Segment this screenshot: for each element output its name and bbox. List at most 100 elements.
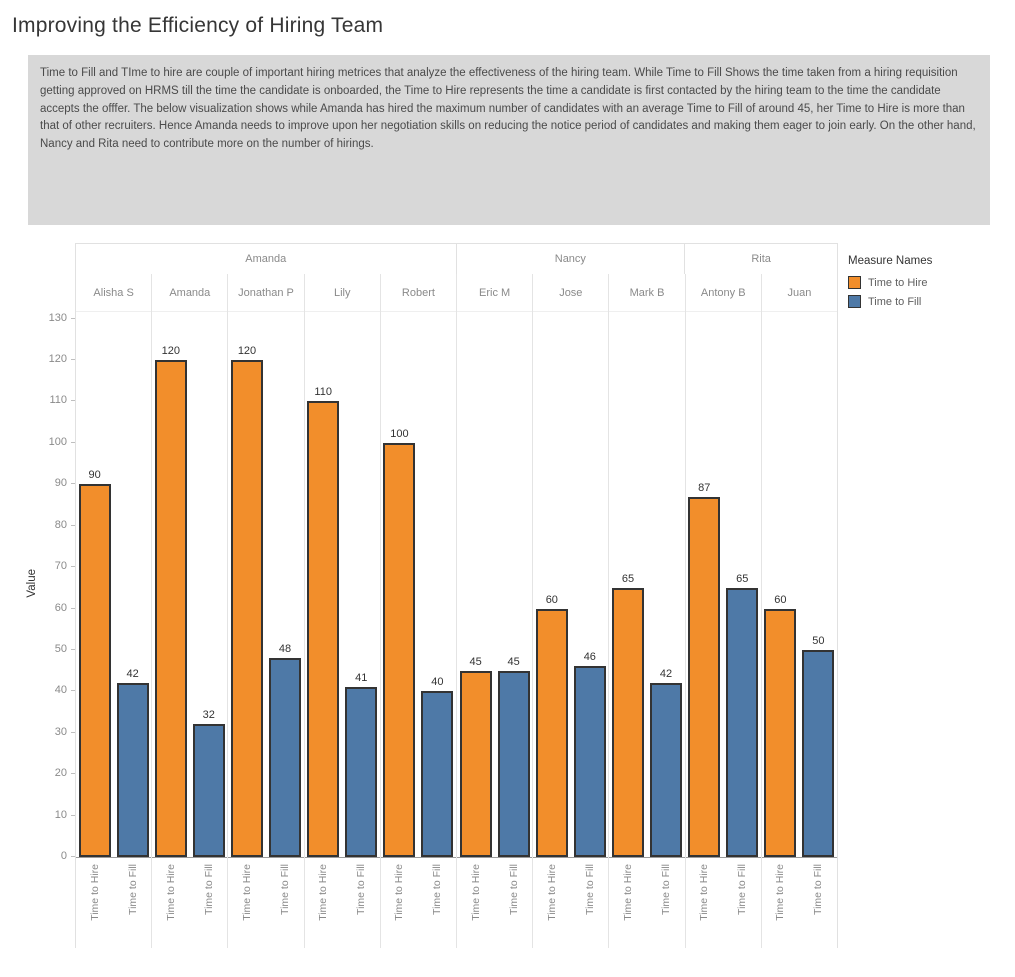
legend: Measure Names Time to Hire Time to Fill <box>838 243 1015 948</box>
pane-eric-m: 45 45 <box>457 312 533 858</box>
bar-time-to-fill-mark-b[interactable] <box>650 683 683 857</box>
bar-time-to-fill-lily[interactable] <box>345 687 378 857</box>
bar-group-time-to-fill: 50 <box>802 635 835 857</box>
page-title: Improving the Efficiency of Hiring Team <box>12 14 384 37</box>
bar-time-to-fill-antony-b[interactable] <box>726 588 759 857</box>
x-axis-measure-label: Time to Fill <box>583 864 596 915</box>
bar-time-to-fill-jonathan-p[interactable] <box>269 658 301 857</box>
manager-header-nancy: Nancy <box>457 244 686 274</box>
bar-value-label: 60 <box>774 594 787 606</box>
y-tick-label-30: 30 <box>55 725 75 739</box>
x-axis-measure-label: Time to Fill <box>736 864 749 915</box>
pane-robert: 100 40 <box>380 312 457 858</box>
bar-group-time-to-hire: 87 <box>688 482 721 857</box>
x-axis-measure-label: Time to Fill <box>431 864 444 915</box>
x-axis-labels-jose: Time to Hire Time to Fill <box>533 858 608 948</box>
bar-group-time-to-hire: 60 <box>535 594 568 857</box>
pane-alisha-s: 90 42 <box>76 312 152 858</box>
y-axis-tick-labels: 0 10 20 30 40 50 60 70 80 90 100 110 120 130 <box>33 311 75 862</box>
bar-group-time-to-fill: 65 <box>726 573 759 857</box>
bar-value-label: 65 <box>621 573 635 585</box>
bar-time-to-hire-eric-m[interactable] <box>459 671 492 857</box>
x-label-slot: Time to Hire <box>688 864 720 948</box>
bar-value-label: 100 <box>390 428 409 440</box>
bar-time-to-hire-amanda[interactable] <box>154 360 187 857</box>
pane-lily: 110 41 <box>304 312 380 858</box>
recruiter-header-jonathan-p: Jonathan P <box>228 274 304 312</box>
bar-group-time-to-fill: 48 <box>269 643 301 857</box>
bar-time-to-hire-antony-b[interactable] <box>688 497 721 857</box>
x-label-slot: Time to Fill <box>345 864 377 948</box>
pane-antony-b: 87 65 <box>685 312 761 858</box>
x-label-slot: Time to Fill <box>117 864 149 948</box>
pane-mark-b: 65 42 <box>609 312 685 858</box>
x-label-slot: Time to Fill <box>726 864 758 948</box>
x-axis-measure-label: Time to Hire <box>88 864 101 921</box>
y-tick-label-100: 100 <box>49 435 75 449</box>
bar-time-to-fill-eric-m[interactable] <box>497 671 530 857</box>
x-label-slot: Time to Hire <box>460 864 492 948</box>
bar-time-to-fill-jose[interactable] <box>573 666 606 857</box>
y-tick-label-130: 130 <box>49 311 75 325</box>
bar-value-label: 87 <box>698 482 711 494</box>
x-axis-measure-label: Time to Fill <box>660 864 673 915</box>
legend-swatch-icon <box>848 295 861 308</box>
bar-time-to-fill-juan[interactable] <box>802 650 835 857</box>
x-axis-measure-label: Time to Hire <box>241 864 253 921</box>
bar-time-to-hire-lily[interactable] <box>307 401 340 857</box>
bar-group-time-to-hire: 45 <box>459 656 492 857</box>
recruiter-header-antony-b: Antony B <box>685 274 761 312</box>
bar-group-time-to-fill: 41 <box>345 672 378 857</box>
recruiter-header-juan: Juan <box>761 274 838 312</box>
bar-time-to-fill-alisha-s[interactable] <box>116 683 149 857</box>
x-axis-measure-label: Time to Fill <box>202 864 215 915</box>
column-mark-b: Mark B 65 42 Time to Hire Time to Fill <box>609 274 686 948</box>
legend-item-time-to-fill[interactable]: Time to Fill <box>848 295 1015 308</box>
recruiter-header-eric-m: Eric M <box>457 274 533 312</box>
x-axis-measure-label: Time to Fill <box>279 864 291 915</box>
column-lily: Lily 110 41 Time to Hire Time to Fill <box>304 274 381 948</box>
bar-time-to-hire-alisha-s[interactable] <box>78 484 111 857</box>
column-amanda: Amanda 120 32 Time to Hire Time to Fill <box>152 274 229 948</box>
bar-time-to-fill-robert[interactable] <box>421 691 454 857</box>
y-tick-label-40: 40 <box>55 683 75 697</box>
x-axis-measure-label: Time to Hire <box>774 864 787 921</box>
bar-time-to-hire-jonathan-p[interactable] <box>231 360 263 857</box>
legend-item-label: Time to Fill <box>868 295 922 308</box>
bar-time-to-hire-jose[interactable] <box>535 609 568 857</box>
bar-group-time-to-hire: 100 <box>383 428 416 857</box>
x-axis-labels-mark-b: Time to Hire Time to Fill <box>609 858 684 948</box>
x-axis-measure-label: Time to Hire <box>622 864 635 921</box>
manager-header-rita: Rita <box>751 253 771 265</box>
bar-value-label: 45 <box>469 656 482 668</box>
bar-time-to-fill-amanda[interactable] <box>192 724 225 857</box>
bar-group-time-to-fill: 42 <box>650 668 683 857</box>
x-label-slot: Time to Hire <box>307 864 339 948</box>
bar-time-to-hire-mark-b[interactable] <box>612 588 645 857</box>
y-tick-label-0: 0 <box>61 849 75 863</box>
x-label-slot: Time to Hire <box>155 864 187 948</box>
x-label-slot: Time to Fill <box>802 864 834 948</box>
legend-item-time-to-hire[interactable]: Time to Hire <box>848 276 1015 289</box>
bar-time-to-hire-juan[interactable] <box>764 609 797 857</box>
legend-item-label: Time to Hire <box>868 276 928 289</box>
x-axis-measure-label: Time to Hire <box>545 864 558 921</box>
chart-columns: Alisha S 90 42 Time to Hire Time to Fill Aman… <box>75 274 838 948</box>
x-axis-measure-label: Time to Fill <box>355 864 368 915</box>
y-tick-label-80: 80 <box>55 518 75 532</box>
y-tick-label-20: 20 <box>55 766 75 780</box>
bar-group-time-to-hire: 60 <box>764 594 797 857</box>
bar-value-label: 40 <box>431 676 444 688</box>
bar-time-to-hire-robert[interactable] <box>383 443 416 857</box>
x-axis-labels-amanda: Time to Hire Time to Fill <box>152 858 227 948</box>
x-label-slot: Time to Hire <box>79 864 111 948</box>
x-axis-measure-label: Time to Hire <box>393 864 406 921</box>
bar-group-time-to-hire: 120 <box>231 345 263 857</box>
column-antony-b: Antony B 87 65 Time to Hire Time to Fill <box>685 274 762 948</box>
description-text-box: Time to Fill and TIme to hire are couple… <box>28 55 990 225</box>
recruiter-header-mark-b: Mark B <box>609 274 685 312</box>
pane-amanda: 120 32 <box>152 312 228 858</box>
bar-group-time-to-hire: 110 <box>307 386 340 857</box>
x-label-slot: Time to Hire <box>612 864 644 948</box>
x-axis-measure-label: Time to Hire <box>164 864 177 921</box>
